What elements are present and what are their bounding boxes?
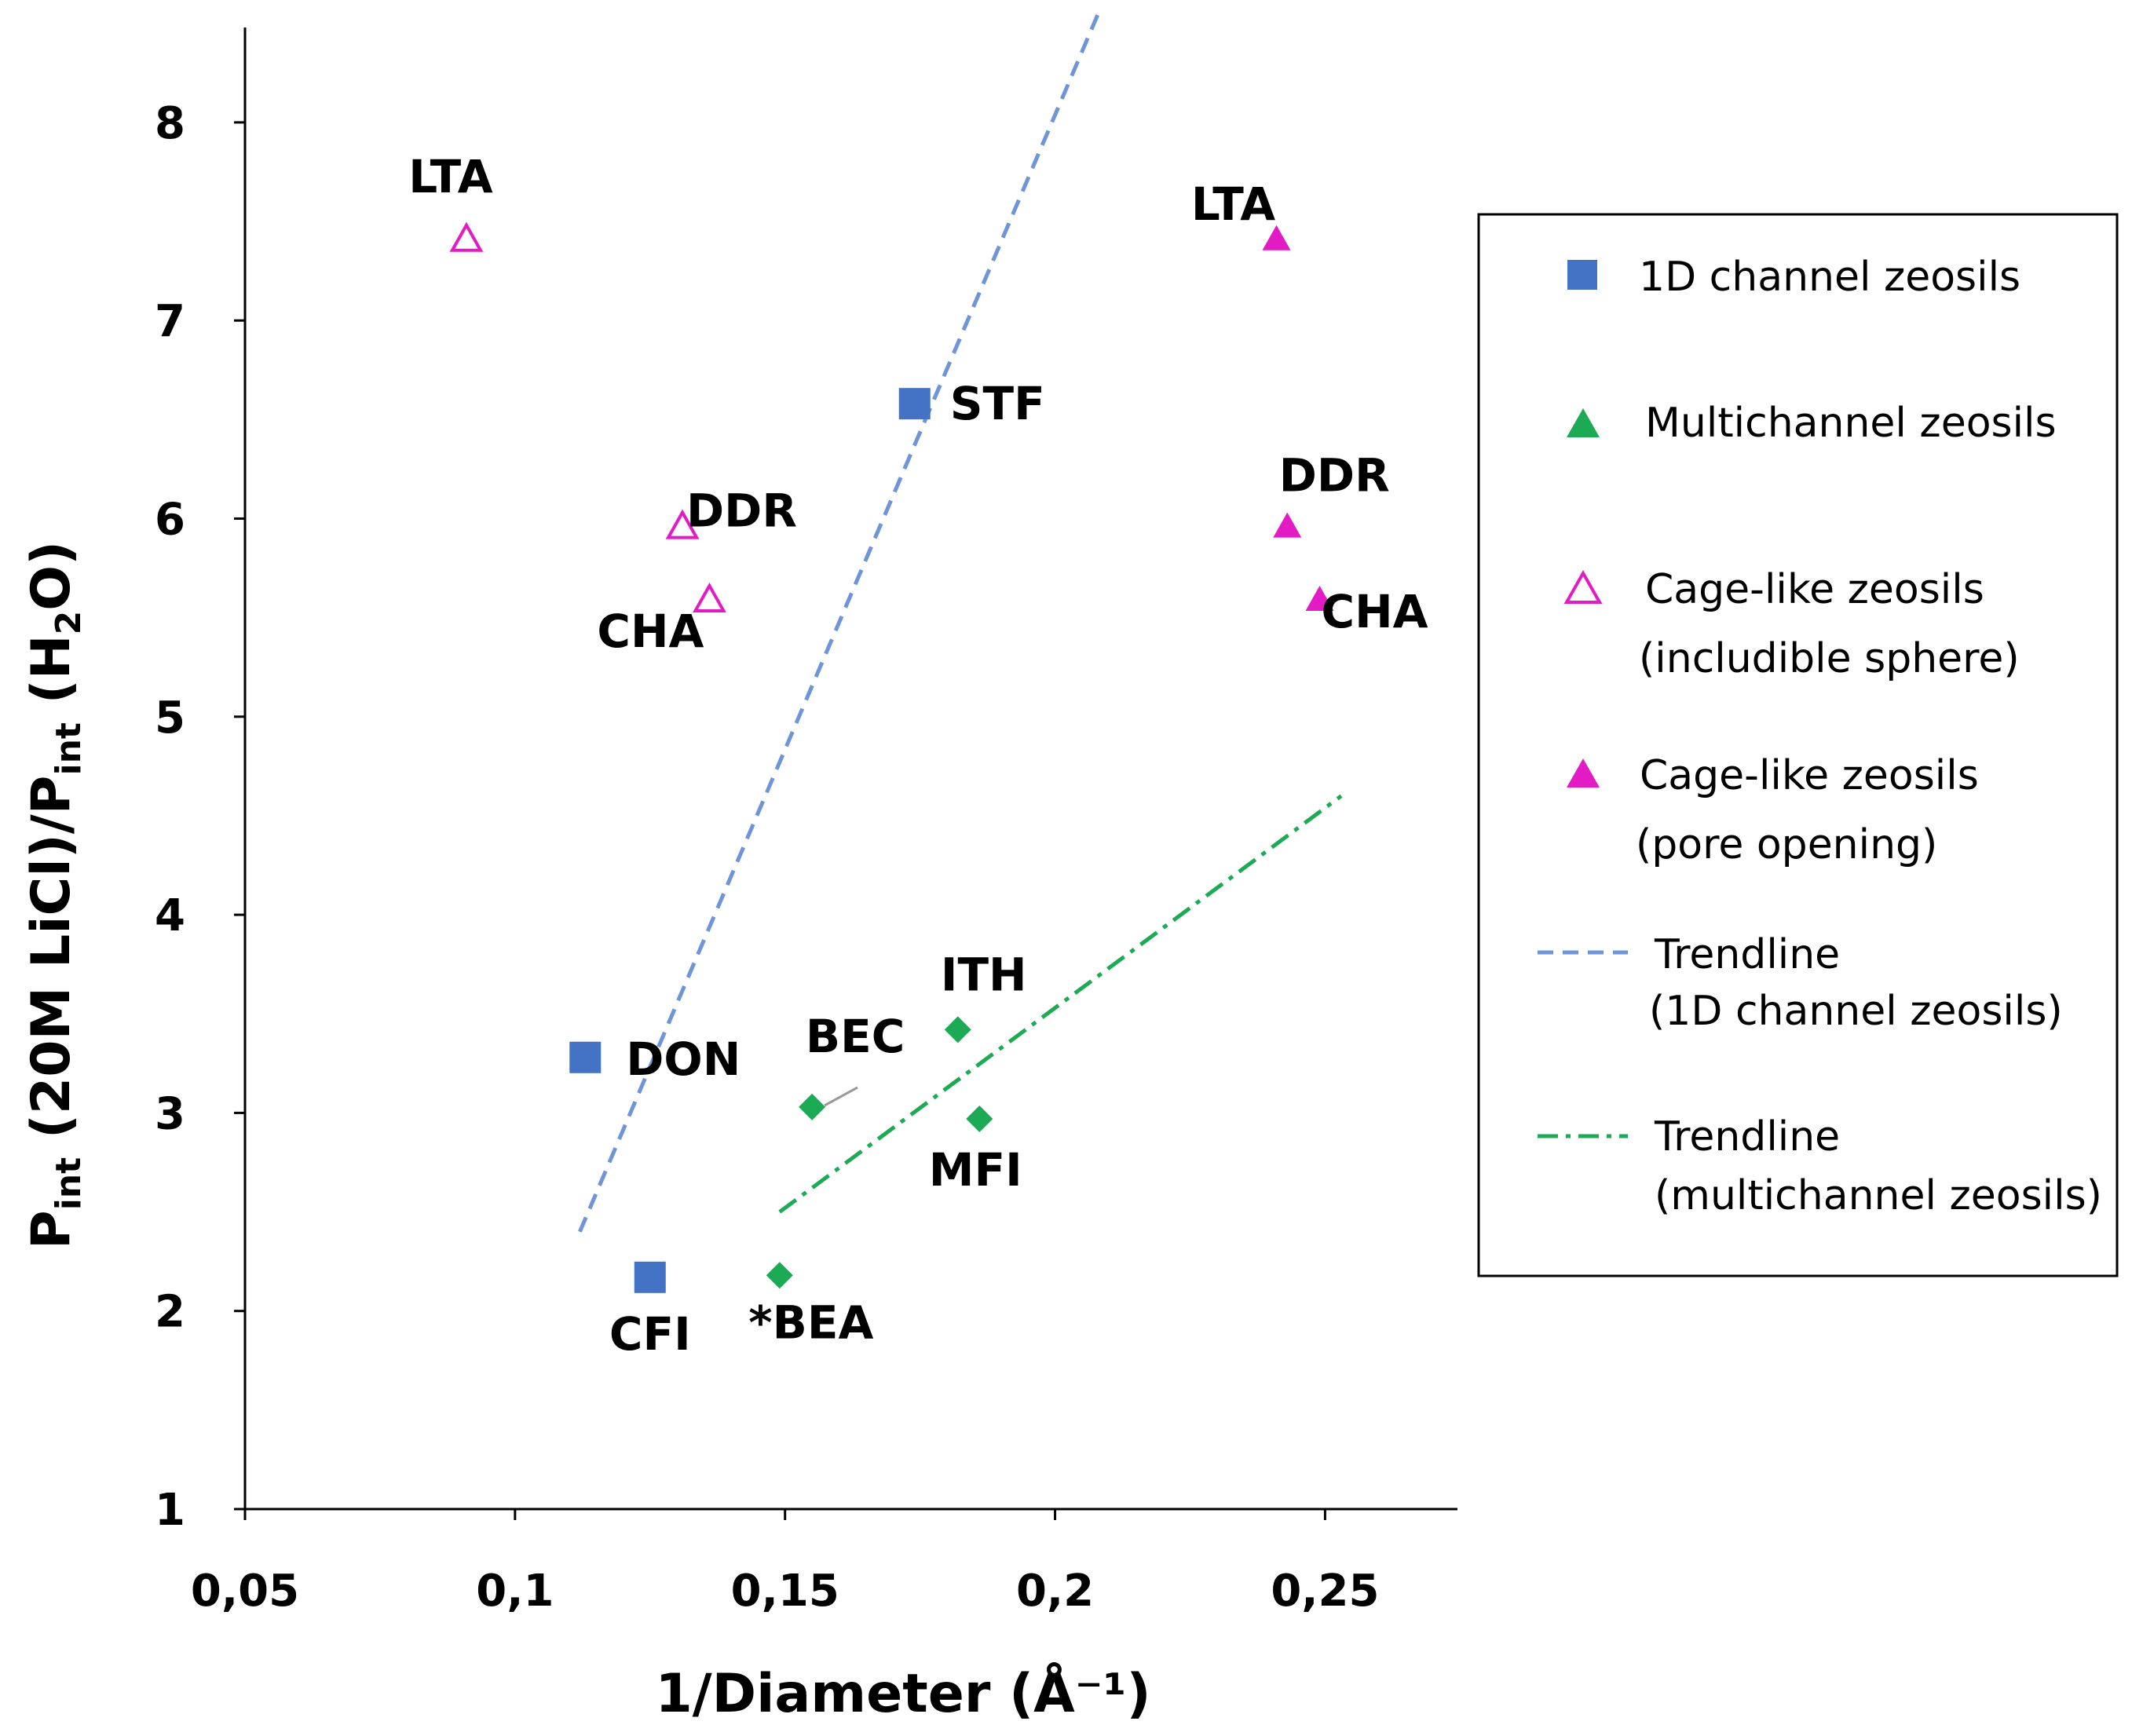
legend-marker-cage-sphere	[1563, 569, 1603, 604]
cage-like-zeosils-includible-sphere-label-lta: LTA	[408, 150, 492, 203]
y-tick-label: 7	[155, 296, 185, 347]
multichannel-zeosils-label-ith: ITH	[941, 948, 1027, 1001]
multichannel-zeosils-point-mfi	[966, 1105, 993, 1132]
multichannel-zeosils-label-bea: *BEA	[748, 1296, 873, 1349]
cage-like-zeosils-includible-sphere-label-cha: CHA	[597, 605, 704, 658]
x-tick-label: 0,2	[1016, 1566, 1094, 1617]
y-tick-label: 6	[155, 495, 185, 546]
1d-channel-zeosils-point-don	[569, 1041, 602, 1073]
legend-marker-cage-pore	[1567, 758, 1600, 788]
1d-channel-zeosils-label-stf: STF	[950, 377, 1045, 430]
x-tick-label: 0,25	[1271, 1566, 1379, 1617]
legend-label-trend-multi: Trendline	[1654, 1113, 1840, 1160]
legend-marker-1d-channel	[1567, 260, 1597, 290]
1d-channel-zeosils-point-cfi	[634, 1261, 666, 1293]
legend-label-1d-channel: 1D channel zeosils	[1639, 254, 2020, 301]
y-tick-label: 1	[155, 1485, 185, 1536]
y-tick-label: 2	[155, 1287, 185, 1338]
legend-label-cage-sphere: Cage-like zeosils	[1645, 566, 1984, 613]
multichannel-zeosils-label-mfi: MFI	[929, 1143, 1022, 1197]
tick-layer: 0,05 0,1 0,15 0,2 0,25 1 2 3 4 5 6 7 8	[155, 98, 1379, 1617]
legend-label-trend-1d: Trendline	[1654, 931, 1840, 978]
cage-like-zeosils-pore-opening-label-lta: LTA	[1191, 177, 1275, 231]
cage-like-zeosils-pore-opening-point-ddr	[1273, 512, 1302, 538]
x-tick-label: 0,05	[191, 1566, 299, 1617]
legend-marker-multichannel	[1567, 408, 1600, 437]
1d-channel-zeosils-label-cfi: CFI	[609, 1307, 691, 1361]
trendline-layer	[578, 13, 1343, 1233]
x-tick-label: 0,15	[731, 1566, 839, 1617]
point-label-layer: STF DON CFI ITH BEC MFI *BEA LTA DDR CHA LTA DDR CHA	[408, 150, 1428, 1361]
1d-channel-zeosils-point-stf	[898, 388, 931, 420]
cage-like-zeosils-pore-opening-point-lta	[1262, 225, 1291, 250]
y-tick-label: 3	[155, 1088, 185, 1139]
multichannel-zeosils-label-bec: BEC	[806, 1010, 905, 1063]
bec-leader-line	[824, 1086, 858, 1107]
cage-like-zeosils-includible-sphere-point-ddr	[665, 509, 700, 539]
legend-box	[1477, 213, 2119, 1277]
cage-like-zeosils-pore-opening-point-cha	[1305, 585, 1334, 611]
cage-like-zeosils-pore-opening-label-ddr: DDR	[1279, 449, 1390, 503]
x-axis-title: 1/Diameter (Å⁻¹)	[655, 1662, 1150, 1725]
trendline-trendline-multichannel-zeosils	[778, 794, 1343, 1214]
multichannel-zeosils-point-bea	[766, 1262, 793, 1289]
cage-like-zeosils-pore-opening-label-cha: CHA	[1322, 585, 1428, 638]
data-point-layer	[449, 221, 1334, 1293]
multichannel-zeosils-point-bec	[799, 1093, 826, 1120]
axes	[243, 27, 1457, 1511]
legend-sublabel-cage-sphere: (includible sphere)	[1639, 635, 2020, 682]
legend: 1D channel zeosils Multichannel zeosils …	[1477, 213, 2119, 1277]
x-tick-label: 0,1	[476, 1566, 554, 1617]
y-tick-label: 5	[155, 693, 185, 744]
1d-channel-zeosils-label-don: DON	[626, 1032, 741, 1086]
trendline-trendline-1d-channel-zeosils	[578, 13, 1100, 1233]
cage-like-zeosils-includible-sphere-point-cha	[693, 582, 726, 612]
cage-like-zeosils-includible-sphere-label-ddr: DDR	[686, 484, 797, 538]
legend-label-multichannel: Multichannel zeosils	[1645, 400, 2057, 447]
multichannel-zeosils-point-ith	[944, 1016, 971, 1043]
y-tick-label: 4	[155, 890, 185, 941]
legend-sublabel-cage-pore: (pore opening)	[1636, 821, 1937, 868]
y-axis-title: Pint (20M LiCl)/Pint (H2O)	[20, 541, 89, 1249]
legend-sublabel-trend-1d: (1D channel zeosils)	[1649, 988, 2063, 1035]
y-tick-label: 8	[155, 98, 185, 149]
cage-like-zeosils-includible-sphere-point-lta	[449, 221, 484, 252]
legend-sublabel-trend-multi: (multichannel zeosils)	[1655, 1172, 2102, 1219]
legend-label-cage-pore: Cage-like zeosils	[1640, 752, 1979, 799]
